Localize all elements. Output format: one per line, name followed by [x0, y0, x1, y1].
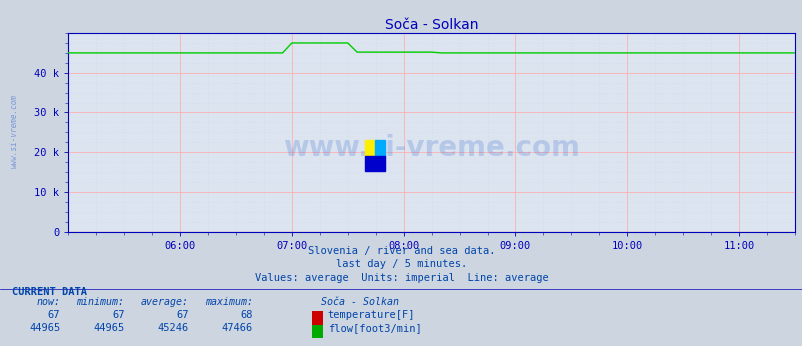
Text: maximum:: maximum: — [205, 297, 253, 307]
Text: last day / 5 minutes.: last day / 5 minutes. — [335, 259, 467, 269]
Text: flow[foot3/min]: flow[foot3/min] — [327, 324, 421, 334]
Text: 67: 67 — [111, 310, 124, 320]
Text: Values: average  Units: imperial  Line: average: Values: average Units: imperial Line: av… — [254, 273, 548, 283]
Text: www.si-vreme.com: www.si-vreme.com — [10, 94, 18, 169]
Text: 67: 67 — [47, 310, 60, 320]
Text: CURRENT DATA: CURRENT DATA — [12, 287, 87, 297]
Text: 47466: 47466 — [221, 324, 253, 334]
Text: 67: 67 — [176, 310, 188, 320]
Text: average:: average: — [140, 297, 188, 307]
Text: now:: now: — [36, 297, 60, 307]
Bar — [375, 140, 385, 156]
Text: 68: 68 — [240, 310, 253, 320]
Text: 45246: 45246 — [157, 324, 188, 334]
Text: minimum:: minimum: — [76, 297, 124, 307]
Bar — [365, 156, 385, 171]
Text: Slovenia / river and sea data.: Slovenia / river and sea data. — [307, 246, 495, 256]
Text: temperature[F]: temperature[F] — [327, 310, 415, 320]
Bar — [365, 140, 375, 156]
Text: 44965: 44965 — [29, 324, 60, 334]
Text: Soča - Solkan: Soča - Solkan — [321, 297, 399, 307]
Text: www.si-vreme.com: www.si-vreme.com — [283, 134, 579, 162]
Text: 44965: 44965 — [93, 324, 124, 334]
Title: Soča - Solkan: Soča - Solkan — [384, 18, 478, 32]
